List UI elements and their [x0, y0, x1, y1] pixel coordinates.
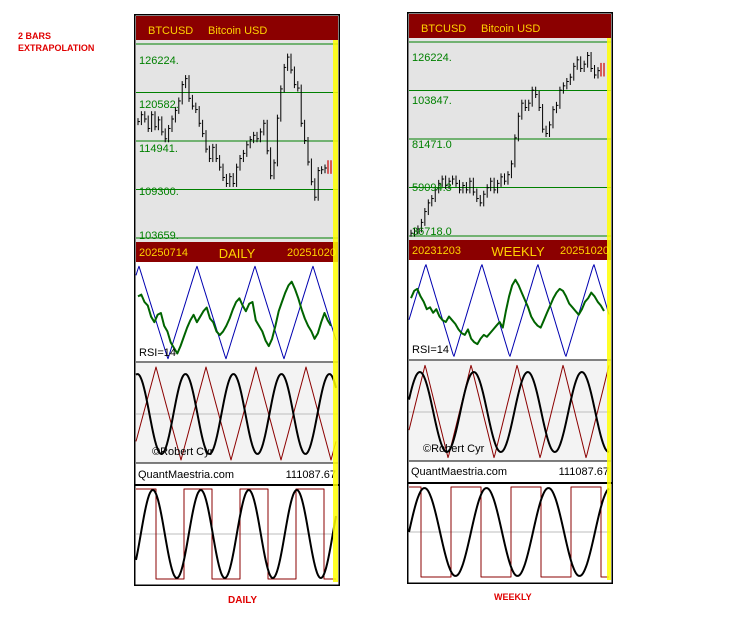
panel-divider: [407, 482, 613, 484]
website-label: QuantMaestria.com: [411, 466, 507, 478]
extrapolation-strip: [607, 38, 611, 580]
weekly-chart: BTCUSD Bitcoin USD 126224. 103847. 81471…: [407, 12, 613, 584]
price-level-label: 103847.: [412, 95, 452, 107]
price-bars: [410, 51, 605, 237]
footer-row: [136, 464, 338, 484]
value-label: 111087.67: [559, 466, 609, 478]
cycle-triangle: [135, 366, 337, 461]
header-bar: [409, 14, 611, 38]
price-level-label: 36718.0: [412, 226, 452, 238]
timeframe-label: DAILY: [219, 246, 256, 261]
timeframe-label: WEEKLY: [491, 244, 545, 259]
price-level-label: 109300.: [139, 186, 179, 198]
price-level-label: 120582.: [139, 99, 179, 111]
cycle-triangle-line: [135, 366, 337, 461]
instrument-name: Bitcoin USD: [481, 23, 540, 35]
daily-chart: BTCUSD Bitcoin USD 126224. 120582. 11494…: [134, 14, 340, 586]
symbol-label: BTCUSD: [421, 23, 466, 35]
cycle-sine-line: [408, 371, 610, 453]
weekly-caption: WEEKLY: [494, 592, 532, 602]
extrapolation-note-line2: EXTRAPOLATION: [18, 43, 95, 53]
bottom-wave: [135, 489, 337, 579]
extrapolation-note-line1: 2 BARS: [18, 31, 52, 41]
cycle-triangle: [408, 364, 610, 459]
bottom-sine-line: [135, 489, 337, 579]
website-label: QuantMaestria.com: [138, 469, 234, 481]
date-end-label: 20251020: [287, 247, 336, 259]
header-bar: [136, 16, 338, 40]
credit-text: ©Robert Cyr: [423, 443, 485, 455]
rsi-label: RSI=14: [139, 347, 176, 359]
price-level-label: 126224.: [139, 55, 179, 67]
square-wave-line: [136, 488, 336, 580]
bottom-wave: [408, 487, 610, 577]
extrapolation-strip: [333, 40, 338, 582]
symbol-label: BTCUSD: [148, 25, 193, 37]
square-wave: [136, 488, 336, 580]
extrapolation-note: 2 BARS EXTRAPOLATION: [18, 30, 94, 54]
price-level-label: 126224.: [412, 52, 452, 64]
cycle-wave: [135, 373, 337, 455]
rsi-series-line: [410, 278, 605, 346]
rsi-panel: [136, 262, 338, 362]
rsi-cycle-triangle: [135, 265, 337, 360]
cycle-sine-line: [135, 373, 337, 455]
price-bars: [137, 53, 332, 201]
panel-border: [134, 14, 340, 586]
square-wave: [409, 486, 609, 578]
instrument-name: Bitcoin USD: [208, 25, 267, 37]
rsi-series-line: [137, 280, 332, 355]
rsi-panel: [409, 260, 611, 360]
cycle-triangle-line: [408, 364, 610, 459]
square-wave-line: [409, 486, 609, 578]
price-level-label: 114941.: [139, 143, 178, 155]
panel-divider: [134, 484, 340, 486]
credit-text: ©Robert Cyr: [152, 446, 214, 458]
date-bar: [136, 242, 338, 262]
weekly-chart-panel: BTCUSD Bitcoin USD 126224. 103847. 81471…: [407, 12, 613, 584]
value-label: 111087.67: [286, 469, 336, 481]
bottom-sine-line: [408, 487, 610, 577]
footer-row: [409, 462, 611, 482]
daily-caption: DAILY: [228, 595, 258, 606]
rsi-triangle-line: [135, 265, 337, 360]
date-bar: [409, 240, 611, 260]
date-end-label: 20251020: [560, 245, 609, 257]
price-level-label: 103659.: [139, 230, 179, 242]
date-start-label: 20250714: [139, 247, 188, 259]
rsi-line: [410, 278, 605, 346]
panel-border: [407, 12, 613, 584]
price-labels: 126224. 103847. 81471.0 59094.3 36718.0: [412, 52, 452, 238]
daily-chart-panel: BTCUSD Bitcoin USD 126224. 120582. 11494…: [134, 14, 340, 586]
price-gridlines: [409, 41, 611, 237]
date-start-label: 20231203: [412, 245, 461, 257]
rsi-line: [137, 280, 332, 355]
price-level-label: 59094.3: [412, 182, 452, 194]
rsi-label: RSI=14: [412, 344, 449, 356]
price-level-label: 81471.0: [412, 139, 452, 151]
cycle-wave: [408, 371, 610, 453]
price-labels: 126224. 120582. 114941. 109300. 103659.: [139, 55, 179, 242]
